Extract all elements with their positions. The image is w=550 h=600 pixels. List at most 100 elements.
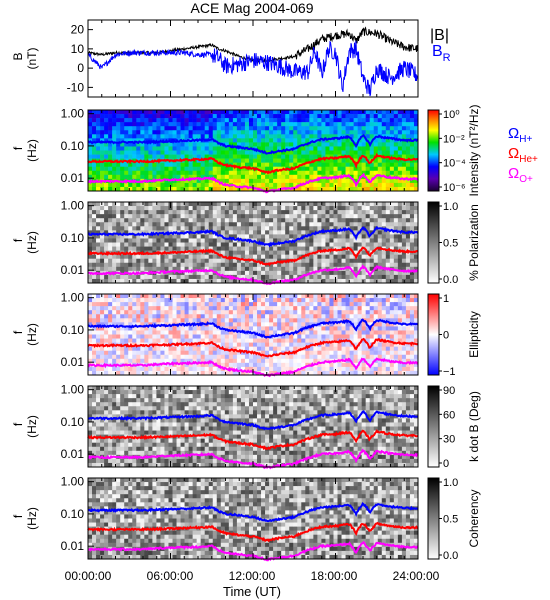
spectrogram-cell	[373, 346, 379, 351]
spectrogram-cell	[333, 306, 338, 311]
spectrogram-cell	[297, 210, 302, 215]
spectrogram-cell	[244, 334, 250, 339]
spectrogram-cell	[269, 366, 274, 372]
spectrogram-cell	[261, 174, 266, 180]
spectrogram-cell	[309, 154, 314, 159]
spectrogram-cell	[184, 118, 189, 123]
spectrogram-cell	[413, 114, 419, 119]
spectrogram-cell	[357, 166, 362, 172]
spectrogram-cell	[381, 130, 387, 135]
spectrogram-cell	[345, 166, 350, 172]
spectrogram-cell	[301, 250, 306, 255]
spectrogram-cell	[389, 122, 395, 127]
spectrogram-cell	[261, 122, 266, 127]
spectrogram-cell	[309, 346, 314, 351]
spectrogram-cell	[301, 206, 306, 211]
spectrogram-cell	[188, 226, 193, 231]
spectrogram-cell	[180, 202, 185, 207]
spectrogram-cell	[277, 210, 282, 215]
spectrogram-cell	[228, 246, 234, 251]
spectrogram-cell	[244, 218, 250, 223]
spectrogram-cell	[112, 202, 117, 207]
spectrogram-cell	[369, 326, 375, 331]
spectrogram-cell	[337, 166, 342, 172]
spectrogram-cell	[248, 134, 254, 139]
spectrogram-cell	[369, 134, 375, 139]
spectrogram-cell	[289, 262, 294, 268]
spectrogram-cell	[120, 258, 125, 264]
spectrogram-cell	[120, 322, 125, 327]
spectrogram-cell	[220, 310, 226, 315]
spectrogram-cell	[128, 306, 133, 311]
spectrogram-cell	[140, 234, 145, 239]
spectrogram-cell	[369, 350, 375, 356]
spectrogram-cell	[381, 310, 387, 315]
spectrogram-cell	[365, 122, 370, 127]
spectrogram-cell	[409, 222, 415, 227]
spectrogram-cell	[192, 326, 197, 331]
spectrogram-cell	[148, 246, 153, 251]
spectrogram-cell	[377, 186, 383, 192]
spectrogram-cell	[136, 238, 141, 243]
spectrogram-cell	[313, 166, 318, 172]
spectrogram-cell	[88, 222, 93, 227]
spectrogram-cell	[192, 266, 197, 272]
spectrogram-cell	[269, 370, 274, 376]
spectrogram-cell	[365, 314, 370, 319]
spectrogram-cell	[289, 366, 294, 372]
spectrogram-cell	[393, 238, 399, 243]
spectrogram-cell	[361, 314, 366, 319]
spectrogram-cell	[140, 330, 145, 335]
spectrogram-cell	[373, 302, 379, 307]
spectrogram-cell	[313, 258, 318, 264]
spectrogram-cell	[244, 206, 250, 211]
spectrogram-cell	[228, 338, 234, 343]
spectrogram-cell	[232, 334, 238, 339]
spectrogram-cell	[124, 334, 129, 339]
spectrogram-cell	[240, 126, 246, 131]
spectrogram-cell	[220, 350, 226, 356]
spectrogram-cell	[405, 166, 411, 172]
spectrogram-cell	[309, 310, 314, 315]
spectrogram-cell	[188, 178, 193, 184]
spectrogram-cell	[289, 322, 294, 327]
spectrogram-cell	[297, 186, 302, 192]
spectrogram-cell	[329, 214, 334, 219]
spectrogram-cell	[144, 234, 149, 239]
spectrogram-cell	[321, 354, 326, 360]
spectrogram-cell	[309, 278, 314, 284]
spectrogram-cell	[285, 158, 290, 163]
spectrogram-cell	[269, 274, 274, 280]
spectrogram-cell	[397, 178, 403, 184]
spectrogram-cell	[96, 358, 101, 364]
spectrogram-cell	[341, 270, 346, 276]
spectrogram-cell	[325, 210, 330, 215]
spectrogram-cell	[389, 110, 395, 115]
spectrogram-cell	[257, 366, 262, 372]
spectrogram-cell	[152, 326, 157, 331]
spectrogram-cell	[92, 154, 97, 159]
spectrogram-cell	[176, 258, 181, 264]
spectrogram-cell	[164, 266, 169, 272]
spectrogram-cell	[236, 170, 242, 176]
spectrogram-cell	[253, 110, 258, 115]
spectrogram-cell	[269, 250, 274, 255]
spectrogram-cell	[172, 314, 177, 319]
spectrogram-cell	[329, 146, 334, 151]
spectrogram-cell	[156, 234, 161, 239]
spectrogram-cell	[337, 294, 342, 299]
spectrogram-cell	[309, 254, 314, 259]
spectrogram-cell	[285, 230, 290, 235]
spectrogram-cell	[393, 166, 399, 172]
spectrogram-cell	[269, 314, 274, 319]
spectrogram-cell	[196, 306, 201, 311]
spectrogram-cell	[385, 210, 391, 215]
spectrogram-cell	[96, 254, 101, 259]
spectrogram-cell	[204, 266, 210, 272]
spectrogram-cell	[104, 234, 109, 239]
spectrogram-cell	[148, 370, 153, 376]
spectrogram-cell	[393, 186, 399, 192]
spectrogram-cell	[244, 158, 250, 163]
spectrogram-cell	[212, 134, 218, 139]
spectrogram-cell	[381, 298, 387, 303]
